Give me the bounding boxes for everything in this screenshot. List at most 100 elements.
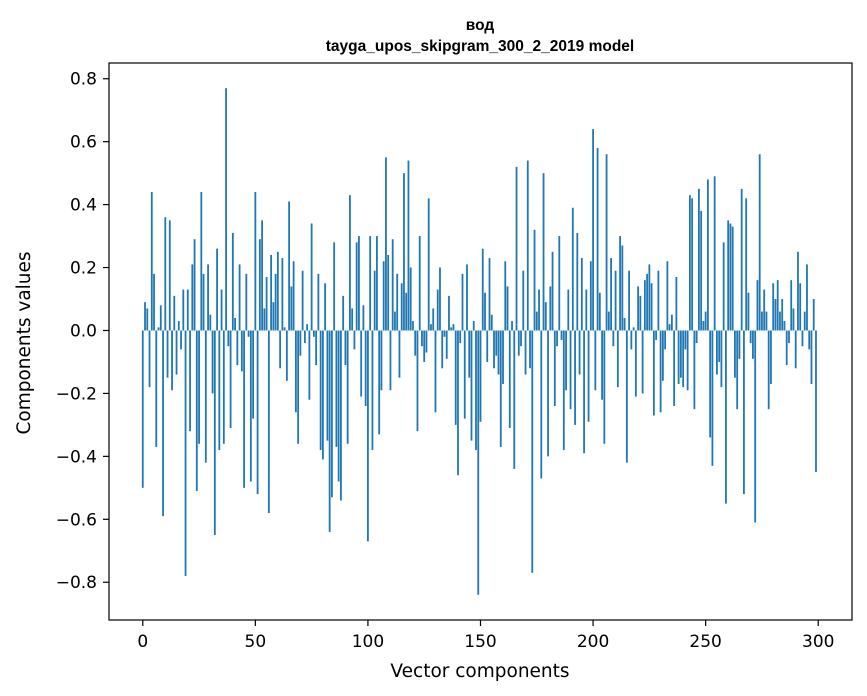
bar	[180, 330, 182, 350]
x-tick-label: 150	[464, 632, 496, 652]
bar	[596, 147, 599, 331]
bar	[171, 330, 173, 391]
bar	[484, 292, 486, 331]
bar	[367, 330, 369, 542]
bar	[738, 330, 741, 359]
bar	[664, 330, 667, 350]
bar	[236, 330, 239, 366]
bar	[668, 324, 671, 331]
bar	[175, 330, 178, 375]
bar	[427, 198, 430, 331]
bar	[405, 292, 408, 331]
bar	[758, 154, 761, 331]
y-tick-label: −0.2	[56, 384, 97, 404]
bar	[670, 314, 673, 331]
bar	[502, 330, 504, 384]
bar	[162, 330, 164, 517]
bar	[191, 264, 194, 331]
bar	[661, 330, 664, 381]
bar	[303, 330, 306, 344]
bar	[549, 286, 552, 331]
bar	[711, 330, 714, 466]
bar	[186, 289, 189, 331]
y-axis-label: Components values	[14, 251, 35, 434]
x-tick-label: 250	[689, 632, 721, 652]
y-tick-label: −0.4	[56, 447, 97, 467]
bar	[222, 330, 225, 444]
bar	[526, 160, 529, 331]
y-tick-label: 0.8	[70, 70, 97, 90]
bar	[155, 330, 158, 447]
bar	[544, 302, 547, 331]
bar	[677, 330, 680, 384]
bar	[247, 330, 250, 337]
bar	[524, 330, 527, 375]
y-tick-label: 0.0	[70, 321, 97, 341]
y-tick-label: 0.4	[70, 196, 97, 216]
bar	[285, 330, 288, 381]
bar	[479, 330, 482, 422]
bar	[707, 179, 709, 331]
y-axis-ticks: −0.8 −0.6 −0.4 −0.2 0.0 0.2 0.4 0.6 0.8	[56, 70, 109, 593]
bar	[385, 157, 387, 331]
bar	[810, 330, 813, 384]
bar	[308, 330, 311, 400]
bar	[182, 289, 185, 331]
bar	[770, 330, 772, 384]
bar	[403, 173, 405, 331]
bar	[486, 330, 489, 362]
bar	[146, 308, 149, 331]
bar	[803, 311, 806, 331]
bar	[761, 311, 763, 331]
bar	[238, 264, 241, 331]
x-tick-label: 300	[802, 632, 834, 652]
bar	[634, 330, 637, 397]
bar	[353, 330, 356, 350]
bar	[531, 330, 534, 573]
bar	[666, 261, 669, 331]
bar	[360, 330, 363, 397]
bar	[767, 330, 770, 410]
bar	[144, 302, 146, 331]
bar	[319, 330, 322, 451]
bar	[276, 251, 279, 331]
bar	[333, 242, 336, 331]
bar	[650, 283, 653, 331]
bar	[688, 195, 691, 331]
bar	[675, 276, 678, 331]
bar	[457, 330, 459, 476]
bar	[713, 176, 716, 331]
bar	[601, 330, 603, 400]
bar	[801, 330, 804, 347]
bar	[547, 330, 549, 457]
y-tick-label: 0.6	[70, 133, 97, 153]
bar	[421, 330, 423, 347]
bar	[571, 207, 574, 331]
bar	[574, 330, 576, 425]
x-axis-label: Vector components	[390, 661, 569, 682]
bar	[702, 321, 705, 331]
bar	[301, 270, 304, 331]
bar	[529, 330, 531, 369]
bar	[695, 330, 698, 344]
bar	[740, 188, 743, 331]
bar	[378, 330, 381, 435]
bar	[553, 330, 556, 407]
bar	[743, 330, 745, 495]
bar	[619, 236, 621, 331]
bar	[556, 330, 558, 347]
bar	[430, 324, 432, 331]
bar	[439, 267, 441, 331]
bar	[290, 286, 293, 331]
y-tick-label: −0.8	[56, 573, 97, 593]
bar	[538, 289, 540, 331]
bar	[580, 258, 583, 331]
bar	[211, 330, 214, 394]
x-tick-label: 200	[577, 632, 609, 652]
bar	[346, 330, 349, 444]
bar	[704, 311, 707, 331]
bar	[184, 330, 187, 576]
bar	[774, 299, 777, 331]
bar	[603, 330, 606, 444]
bar	[218, 330, 221, 451]
